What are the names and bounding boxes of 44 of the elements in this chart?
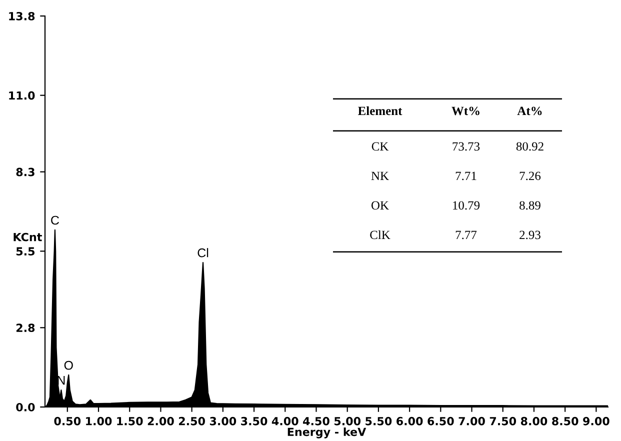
- annotation: 73.73: [452, 142, 480, 151]
- x-tick-label: 2.50: [178, 416, 205, 426]
- x-tick-label: 2.00: [148, 416, 174, 426]
- annotation: C: [51, 216, 59, 225]
- annotation: 10.79: [453, 201, 480, 210]
- x-tick-label: 4.00: [272, 416, 298, 426]
- annotation: 7.71: [456, 172, 476, 180]
- annotation: 7.77: [456, 230, 477, 240]
- x-tick-label: 3.00: [210, 416, 236, 426]
- annotation: 8.89: [520, 201, 540, 210]
- x-tick-label: 3.50: [241, 416, 268, 426]
- y-tick-label: 11.0: [9, 91, 35, 100]
- annotation: 7.26: [520, 172, 541, 180]
- annotation: 2.93: [520, 230, 540, 240]
- y-tick-label: 8.3: [16, 168, 34, 176]
- annotation: NK: [371, 172, 389, 180]
- annotation: Wt%: [452, 106, 480, 116]
- y-tick-label: 13.8: [9, 12, 35, 20]
- x-tick-label: 6.50: [428, 416, 454, 426]
- annotation: ClK: [370, 230, 390, 240]
- y-tick-label: 2.8: [16, 324, 35, 332]
- x-tick-label: 5.50: [366, 416, 392, 426]
- x-tick-label: 7.50: [490, 416, 516, 426]
- x-tick-label: 9.00: [583, 416, 610, 426]
- annotation: OK: [371, 201, 389, 210]
- annotation: At%: [517, 106, 542, 116]
- y-axis-title: KCnt: [14, 232, 42, 242]
- x-tick-label: 4.50: [303, 416, 330, 426]
- x-tick-label: 8.50: [552, 416, 578, 426]
- annotation: Cl: [198, 248, 208, 258]
- y-tick-label: 5.5: [16, 247, 34, 256]
- x-tick-label: 8.00: [520, 416, 548, 426]
- x-tick-label: 6.00: [396, 416, 423, 426]
- x-tick-label: 7.00: [458, 416, 485, 426]
- annotation: O: [64, 360, 73, 370]
- annotation: Element: [358, 106, 402, 116]
- y-tick-label: 0.0: [16, 402, 35, 412]
- annotation: 80.92: [516, 142, 544, 151]
- x-tick-label: 0.50: [54, 416, 81, 426]
- x-tick-label: 1.50: [117, 416, 143, 426]
- x-tick-label: 5.00: [334, 416, 361, 426]
- annotation: CK: [372, 142, 389, 151]
- x-tick-label: 1.00: [86, 416, 112, 426]
- x-axis-title: Energy - keV: [288, 427, 366, 438]
